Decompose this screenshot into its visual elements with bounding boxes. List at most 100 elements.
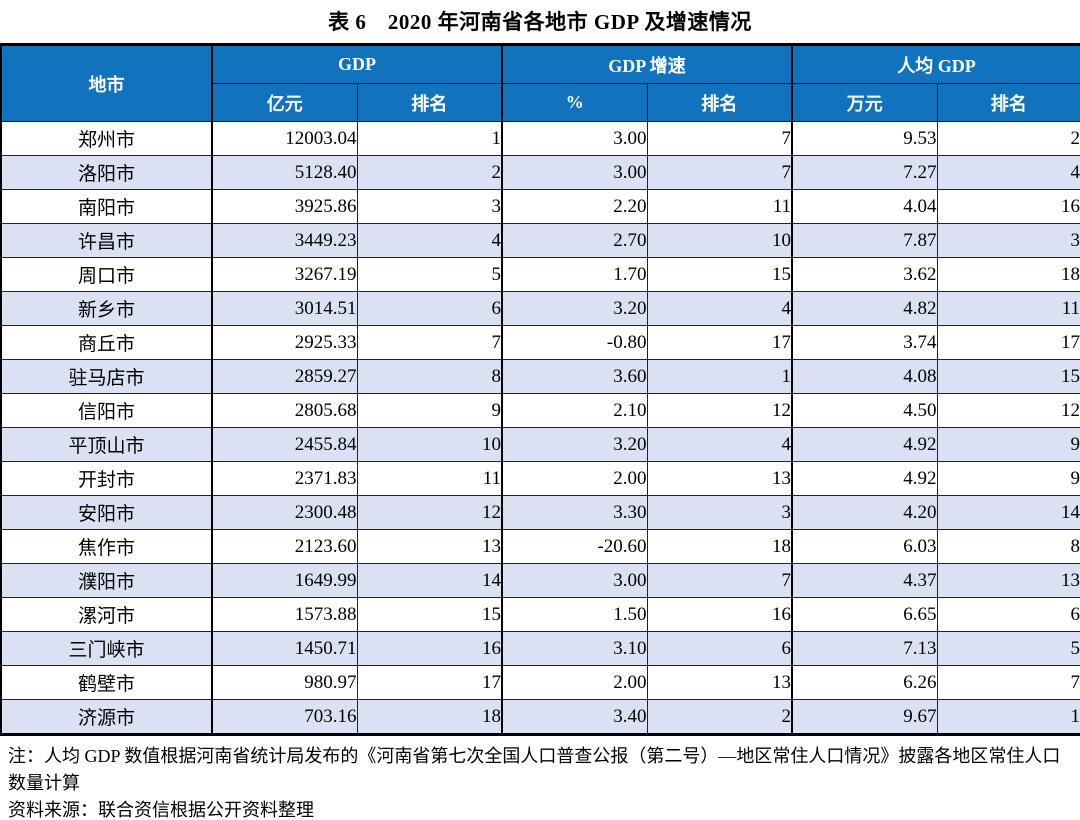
- gdp-value-cell: 3449.23: [211, 223, 358, 258]
- subheader-gdp-rank: 排名: [356, 83, 503, 122]
- gdp-rank-cell: 8: [356, 359, 503, 394]
- table-row: 商丘市 2925.33 7 -0.80 17 3.74 17: [0, 325, 1080, 360]
- gdp-value-cell: 12003.04: [211, 121, 358, 156]
- growth-value-cell: -20.60: [501, 529, 648, 564]
- growth-rank-cell: 2: [646, 699, 793, 735]
- growth-rank-cell: 4: [646, 427, 793, 462]
- gdp-rank-cell: 9: [356, 393, 503, 428]
- gdp-rank-cell: 12: [356, 495, 503, 530]
- table-row: 漯河市 1573.88 15 1.50 16 6.65 6: [0, 597, 1080, 632]
- growth-rank-cell: 17: [646, 325, 793, 360]
- growth-value-cell: 1.50: [501, 597, 648, 632]
- percapita-rank-cell: 11: [936, 291, 1080, 326]
- city-cell: 周口市: [0, 257, 213, 292]
- header-group-row: 地市 GDP GDP 增速 人均 GDP: [0, 44, 1080, 122]
- percapita-value-cell: 9.67: [791, 699, 938, 735]
- growth-rank-cell: 1: [646, 359, 793, 394]
- subheader-growth-value: %: [501, 83, 648, 122]
- gdp-table: 地市 GDP GDP 增速 人均 GDP 亿元 排名 % 排名 万元 排名 郑州…: [0, 43, 1080, 736]
- gdp-rank-cell: 13: [356, 529, 503, 564]
- growth-rank-cell: 4: [646, 291, 793, 326]
- growth-value-cell: 3.10: [501, 631, 648, 666]
- table-row: 济源市 703.16 18 3.40 2 9.67 1: [0, 699, 1080, 735]
- percapita-value-cell: 4.82: [791, 291, 938, 326]
- growth-value-cell: 3.00: [501, 121, 648, 156]
- gdp-value-cell: 2805.68: [211, 393, 358, 428]
- percapita-rank-cell: 1: [936, 699, 1080, 735]
- percapita-rank-cell: 9: [936, 427, 1080, 462]
- table-title: 表 6 2020 年河南省各地市 GDP 及增速情况: [328, 10, 752, 34]
- gdp-value-cell: 2925.33: [211, 325, 358, 360]
- percapita-value-cell: 4.92: [791, 461, 938, 496]
- growth-value-cell: 1.70: [501, 257, 648, 292]
- percapita-value-cell: 4.37: [791, 563, 938, 598]
- growth-value-cell: 2.00: [501, 665, 648, 700]
- table-row: 洛阳市 5128.40 2 3.00 7 7.27 4: [0, 155, 1080, 190]
- growth-value-cell: 3.00: [501, 155, 648, 190]
- group-header-growth: GDP 增速: [500, 44, 793, 84]
- city-cell: 鹤壁市: [0, 665, 213, 700]
- table-row: 郑州市 12003.04 1 3.00 7 9.53 2: [0, 121, 1080, 156]
- percapita-value-cell: 7.13: [791, 631, 938, 666]
- percapita-value-cell: 3.74: [791, 325, 938, 360]
- table-row: 平顶山市 2455.84 10 3.20 4 4.92 9: [0, 427, 1080, 462]
- percapita-rank-cell: 12: [936, 393, 1080, 428]
- city-cell: 新乡市: [0, 291, 213, 326]
- gdp-rank-cell: 3: [356, 189, 503, 224]
- gdp-value-cell: 3014.51: [211, 291, 358, 326]
- table-row: 许昌市 3449.23 4 2.70 10 7.87 3: [0, 223, 1080, 258]
- city-cell: 郑州市: [0, 121, 213, 156]
- growth-value-cell: 3.60: [501, 359, 648, 394]
- gdp-value-cell: 5128.40: [211, 155, 358, 190]
- city-cell: 济源市: [0, 699, 213, 735]
- gdp-rank-cell: 11: [356, 461, 503, 496]
- growth-value-cell: 2.00: [501, 461, 648, 496]
- gdp-value-cell: 1450.71: [211, 631, 358, 666]
- percapita-value-cell: 9.53: [791, 121, 938, 156]
- city-cell: 漯河市: [0, 597, 213, 632]
- gdp-value-cell: 3267.19: [211, 257, 358, 292]
- table-header: 地市 GDP GDP 增速 人均 GDP 亿元 排名 % 排名 万元 排名: [0, 44, 1080, 122]
- growth-rank-cell: 13: [646, 665, 793, 700]
- gdp-rank-cell: 4: [356, 223, 503, 258]
- header-unit-row: 亿元 排名 % 排名 万元 排名: [1, 83, 1080, 122]
- growth-rank-cell: 10: [646, 223, 793, 258]
- gdp-rank-cell: 15: [356, 597, 503, 632]
- gdp-rank-cell: 18: [356, 699, 503, 735]
- subheader-growth-rank: 排名: [646, 83, 793, 122]
- table-row: 南阳市 3925.86 3 2.20 11 4.04 16: [0, 189, 1080, 224]
- percapita-value-cell: 4.08: [791, 359, 938, 394]
- growth-value-cell: 3.30: [501, 495, 648, 530]
- growth-value-cell: 2.20: [501, 189, 648, 224]
- table-row: 周口市 3267.19 5 1.70 15 3.62 18: [0, 257, 1080, 292]
- city-cell: 三门峡市: [0, 631, 213, 666]
- gdp-value-cell: 2371.83: [211, 461, 358, 496]
- percapita-value-cell: 6.26: [791, 665, 938, 700]
- table-row: 鹤壁市 980.97 17 2.00 13 6.26 7: [0, 665, 1080, 700]
- gdp-value-cell: 703.16: [211, 699, 358, 735]
- growth-value-cell: 3.00: [501, 563, 648, 598]
- percapita-rank-cell: 15: [936, 359, 1080, 394]
- percapita-value-cell: 4.20: [791, 495, 938, 530]
- table-row: 驻马店市 2859.27 8 3.60 1 4.08 15: [0, 359, 1080, 394]
- percapita-value-cell: 6.65: [791, 597, 938, 632]
- growth-rank-cell: 6: [646, 631, 793, 666]
- source-note: 资料来源：联合资信根据公开资料整理: [8, 800, 314, 820]
- city-cell: 洛阳市: [0, 155, 213, 190]
- gdp-value-cell: 2455.84: [211, 427, 358, 462]
- subheader-gdp-value: 亿元: [211, 83, 358, 122]
- gdp-value-cell: 1649.99: [211, 563, 358, 598]
- gdp-value-cell: 1573.88: [211, 597, 358, 632]
- gdp-value-cell: 2859.27: [211, 359, 358, 394]
- growth-value-cell: -0.80: [501, 325, 648, 360]
- table-row: 新乡市 3014.51 6 3.20 4 4.82 11: [0, 291, 1080, 326]
- gdp-rank-cell: 16: [356, 631, 503, 666]
- table-row: 焦作市 2123.60 13 -20.60 18 6.03 8: [0, 529, 1080, 564]
- percapita-rank-cell: 3: [936, 223, 1080, 258]
- city-cell: 信阳市: [0, 393, 213, 428]
- growth-value-cell: 3.20: [501, 427, 648, 462]
- percapita-rank-cell: 7: [936, 665, 1080, 700]
- percapita-value-cell: 6.03: [791, 529, 938, 564]
- percapita-value-cell: 4.04: [791, 189, 938, 224]
